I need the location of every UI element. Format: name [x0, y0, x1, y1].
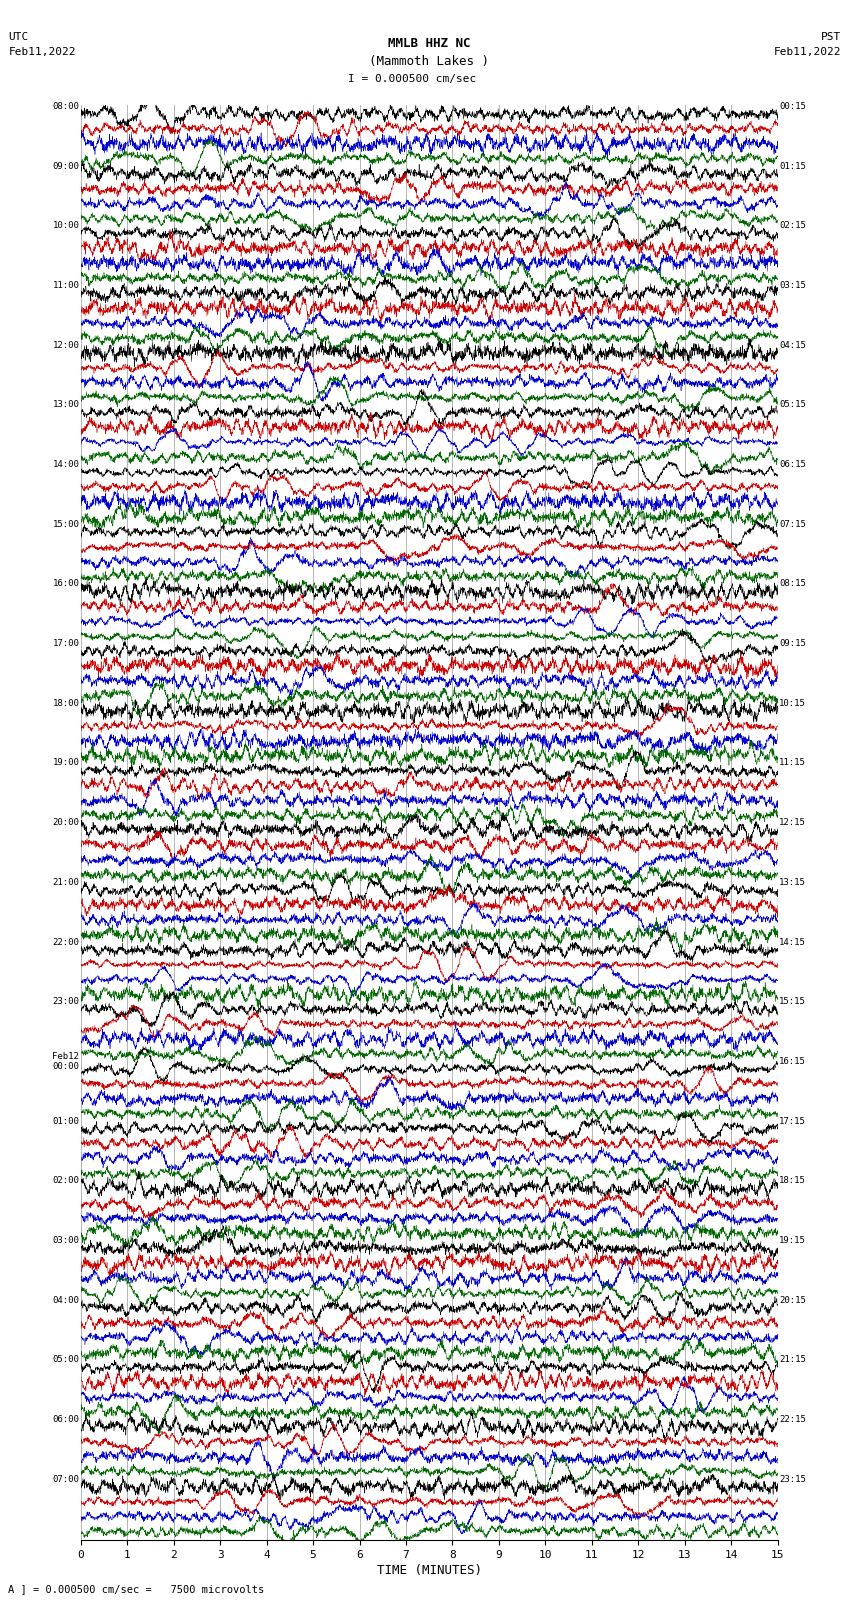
Text: 02:00: 02:00 [53, 1176, 79, 1186]
Text: 08:15: 08:15 [779, 579, 806, 589]
Text: 03:00: 03:00 [53, 1236, 79, 1245]
Text: 10:00: 10:00 [53, 221, 79, 231]
Text: 09:00: 09:00 [53, 161, 79, 171]
Text: 05:00: 05:00 [53, 1355, 79, 1365]
Text: 07:00: 07:00 [53, 1474, 79, 1484]
Text: PST: PST [821, 32, 842, 42]
Text: 22:00: 22:00 [53, 937, 79, 947]
Text: 12:15: 12:15 [779, 818, 806, 827]
Text: 16:00: 16:00 [53, 579, 79, 589]
Text: 21:00: 21:00 [53, 877, 79, 887]
Text: 12:00: 12:00 [53, 340, 79, 350]
Text: 01:00: 01:00 [53, 1116, 79, 1126]
Text: 13:15: 13:15 [779, 877, 806, 887]
Text: 14:15: 14:15 [779, 937, 806, 947]
Text: Feb12
00:00: Feb12 00:00 [53, 1052, 79, 1071]
Text: 01:15: 01:15 [779, 161, 806, 171]
Text: 17:00: 17:00 [53, 639, 79, 648]
Text: 04:15: 04:15 [779, 340, 806, 350]
Text: 00:15: 00:15 [779, 102, 806, 111]
Text: 22:15: 22:15 [779, 1415, 806, 1424]
Text: Feb11,2022: Feb11,2022 [774, 47, 842, 56]
Text: 18:00: 18:00 [53, 698, 79, 708]
Text: 19:15: 19:15 [779, 1236, 806, 1245]
Text: 23:00: 23:00 [53, 997, 79, 1007]
X-axis label: TIME (MINUTES): TIME (MINUTES) [377, 1565, 482, 1578]
Text: 13:00: 13:00 [53, 400, 79, 410]
Text: 19:00: 19:00 [53, 758, 79, 768]
Text: A ] = 0.000500 cm/sec =   7500 microvolts: A ] = 0.000500 cm/sec = 7500 microvolts [8, 1584, 264, 1594]
Text: 15:15: 15:15 [779, 997, 806, 1007]
Text: 09:15: 09:15 [779, 639, 806, 648]
Text: 02:15: 02:15 [779, 221, 806, 231]
Text: 03:15: 03:15 [779, 281, 806, 290]
Text: 15:00: 15:00 [53, 519, 79, 529]
Text: 07:15: 07:15 [779, 519, 806, 529]
Text: 14:00: 14:00 [53, 460, 79, 469]
Text: 16:15: 16:15 [779, 1057, 806, 1066]
Text: 23:15: 23:15 [779, 1474, 806, 1484]
Text: 11:15: 11:15 [779, 758, 806, 768]
Text: 08:00: 08:00 [53, 102, 79, 111]
Text: 10:15: 10:15 [779, 698, 806, 708]
Text: 20:15: 20:15 [779, 1295, 806, 1305]
Text: 18:15: 18:15 [779, 1176, 806, 1186]
Text: 06:00: 06:00 [53, 1415, 79, 1424]
Text: 21:15: 21:15 [779, 1355, 806, 1365]
Text: Feb11,2022: Feb11,2022 [8, 47, 76, 56]
Text: 05:15: 05:15 [779, 400, 806, 410]
Text: 17:15: 17:15 [779, 1116, 806, 1126]
Text: 20:00: 20:00 [53, 818, 79, 827]
Text: (Mammoth Lakes ): (Mammoth Lakes ) [369, 55, 490, 68]
Text: 11:00: 11:00 [53, 281, 79, 290]
Text: I = 0.000500 cm/sec: I = 0.000500 cm/sec [348, 74, 476, 84]
Text: 06:15: 06:15 [779, 460, 806, 469]
Text: 04:00: 04:00 [53, 1295, 79, 1305]
Text: UTC: UTC [8, 32, 29, 42]
Text: MMLB HHZ NC: MMLB HHZ NC [388, 37, 471, 50]
